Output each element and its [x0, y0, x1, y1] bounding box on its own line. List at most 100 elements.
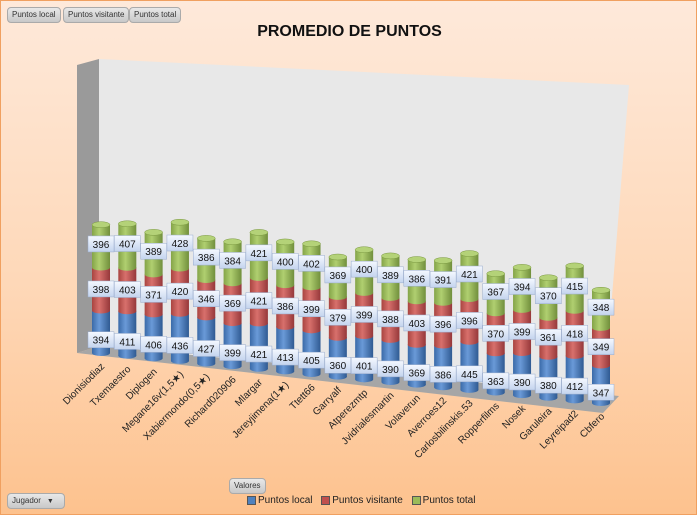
filter-button-puntos-total[interactable]: Puntos total — [129, 7, 182, 23]
data-label: 386 — [271, 297, 299, 315]
data-label-box — [271, 297, 299, 315]
bar-bottom-cap — [355, 376, 374, 383]
data-label: 399 — [219, 344, 246, 361]
bar-bottom-cap — [118, 352, 137, 359]
bar-top-cap — [539, 274, 558, 281]
bar-bottom-cap — [223, 363, 242, 370]
data-label-box — [561, 277, 588, 295]
bar-bottom-cap — [170, 310, 189, 317]
data-label: 406 — [140, 336, 167, 353]
data-label-text: 386 — [277, 302, 294, 313]
legend: Puntos local Puntos visitante Puntos tot… — [241, 495, 475, 506]
data-label: 391 — [429, 271, 457, 288]
data-label-box — [456, 312, 483, 329]
data-label-text: 394 — [93, 336, 110, 347]
data-label-text: 390 — [382, 365, 399, 376]
bar-bottom-cap — [197, 360, 216, 367]
data-label-text: 360 — [329, 361, 346, 372]
bar-bottom-cap — [592, 400, 610, 406]
data-label-text: 407 — [119, 240, 136, 251]
bar-bottom-cap — [118, 264, 137, 271]
bar-top-cap — [433, 257, 453, 264]
values-button[interactable]: Valores — [229, 478, 266, 494]
data-label-box — [535, 328, 562, 346]
data-label-text: 346 — [198, 295, 215, 306]
bar-bottom-cap — [197, 277, 216, 284]
data-label: 428 — [166, 234, 194, 252]
legend-label-total: Puntos total — [422, 495, 476, 506]
filter-button-puntos-visitante[interactable]: Puntos visitante — [63, 7, 130, 23]
x-tick-label: Cbfero — [578, 411, 607, 440]
legend-swatch-visitante — [321, 495, 331, 505]
data-label-text: 445 — [461, 370, 478, 381]
data-label-text: 386 — [198, 253, 215, 264]
bar-top-cap — [328, 253, 348, 261]
bar-bottom-cap — [434, 299, 453, 306]
data-label-box — [114, 235, 141, 252]
bar-top-cap — [565, 262, 584, 270]
data-label: 400 — [350, 260, 378, 278]
bar-top-cap — [302, 240, 321, 248]
data-label-box — [429, 271, 457, 288]
data-label: 427 — [193, 340, 220, 357]
bar-bottom-cap — [407, 298, 426, 305]
bar-bottom-cap — [328, 334, 347, 341]
data-label-text: 420 — [172, 287, 189, 298]
data-label: 411 — [114, 333, 141, 350]
data-label-text: 400 — [277, 257, 294, 268]
data-label-box — [429, 366, 457, 383]
data-label-text: 369 — [408, 369, 425, 380]
bar-bottom-cap — [539, 314, 558, 321]
data-label: 394 — [508, 278, 536, 295]
data-label: 445 — [456, 365, 483, 383]
data-label-box — [377, 360, 404, 378]
data-label: 360 — [324, 356, 352, 374]
data-label-box — [114, 281, 141, 298]
data-label-text: 421 — [251, 297, 268, 308]
bar-bottom-cap — [592, 362, 610, 369]
data-label-box — [298, 255, 325, 272]
bar-bottom-cap — [565, 397, 584, 404]
data-label-text: 403 — [119, 285, 136, 296]
data-label: 400 — [271, 253, 299, 270]
bar-top-cap — [170, 218, 190, 226]
bar-top-cap — [381, 252, 400, 260]
bar-bottom-cap — [486, 310, 505, 317]
data-label-text: 386 — [408, 274, 425, 285]
data-label: 412 — [561, 377, 588, 395]
bar-bottom-cap — [513, 306, 532, 313]
bar-bottom-cap — [381, 294, 400, 301]
data-label-text: 413 — [277, 353, 294, 364]
bar-bottom-cap — [407, 341, 426, 348]
bar-top-cap — [197, 235, 216, 242]
data-label-text: 402 — [303, 259, 320, 270]
data-label: 421 — [245, 292, 273, 309]
axis-field-dropdown[interactable]: Jugador ▼ — [7, 493, 65, 509]
bar-bottom-cap — [355, 289, 374, 296]
data-label-box — [271, 253, 299, 270]
data-label-box — [245, 345, 273, 363]
data-label-box — [403, 364, 431, 381]
data-label-box — [429, 315, 457, 333]
data-label-text: 411 — [119, 337, 135, 348]
bar-bottom-cap — [144, 355, 163, 362]
bar-bottom-cap — [197, 314, 216, 321]
bar-bottom-cap — [355, 333, 374, 340]
bar-bottom-cap — [302, 284, 321, 291]
bar-bottom-cap — [92, 307, 110, 314]
bar-top-cap — [275, 238, 295, 246]
data-label: 421 — [245, 345, 273, 363]
data-label-text: 396 — [461, 316, 478, 327]
data-label-text: 400 — [356, 265, 373, 276]
data-label-box — [456, 365, 483, 383]
data-label: 369 — [219, 294, 246, 312]
data-label-box — [140, 242, 167, 260]
data-label-text: 384 — [224, 256, 241, 267]
data-label: 348 — [587, 298, 615, 316]
data-label-box — [324, 309, 352, 326]
data-label-box — [166, 282, 194, 300]
data-label-box — [508, 323, 536, 340]
data-label-box — [87, 331, 115, 348]
filter-button-puntos-local[interactable]: Puntos local — [7, 7, 61, 23]
